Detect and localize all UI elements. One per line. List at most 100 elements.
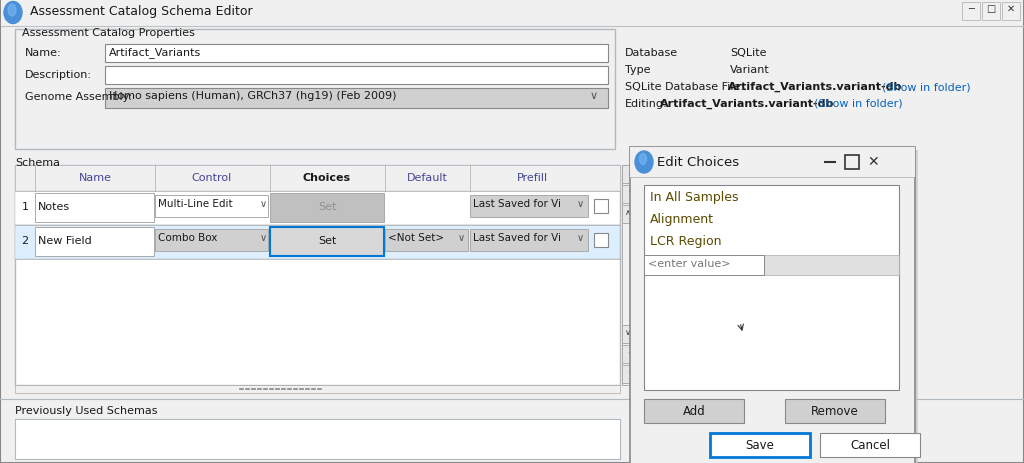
Bar bbox=[622, 325, 640, 343]
Text: Last Saved for Vi: Last Saved for Vi bbox=[473, 199, 561, 208]
Bar bbox=[594, 200, 608, 213]
Text: Artifact_Variants.variant-db: Artifact_Variants.variant-db bbox=[660, 99, 835, 109]
Text: ∨: ∨ bbox=[590, 91, 598, 101]
Text: about th...: about th... bbox=[648, 236, 702, 245]
Text: Artifact_Variants.variant-db: Artifact_Variants.variant-db bbox=[728, 82, 902, 92]
Bar bbox=[962, 3, 980, 21]
Text: Set: Set bbox=[317, 201, 336, 212]
Text: <enter value>: <enter value> bbox=[648, 258, 730, 269]
Text: 1: 1 bbox=[22, 201, 29, 212]
Bar bbox=[470, 230, 588, 251]
Text: Editing:: Editing: bbox=[625, 99, 668, 109]
Bar bbox=[35, 194, 154, 223]
Bar bbox=[15, 419, 620, 459]
Text: <Not Set>: <Not Set> bbox=[388, 232, 444, 243]
Text: Default: Default bbox=[407, 173, 447, 182]
Bar bbox=[845, 156, 859, 169]
Text: Save: Save bbox=[745, 438, 774, 451]
Text: −: − bbox=[628, 367, 635, 376]
Text: Add: Add bbox=[683, 404, 706, 417]
Bar bbox=[15, 192, 620, 225]
Text: Alignment: Alignment bbox=[650, 213, 714, 225]
Text: Previously Used Schemas: Previously Used Schemas bbox=[15, 405, 158, 415]
Bar bbox=[1, 1, 1023, 27]
Text: □: □ bbox=[986, 4, 995, 14]
Bar bbox=[105, 45, 608, 63]
Text: Notes: Notes bbox=[38, 201, 70, 212]
Bar bbox=[633, 150, 918, 463]
Text: ∧∧: ∧∧ bbox=[625, 207, 637, 217]
Bar bbox=[644, 256, 899, 275]
Text: Control: Control bbox=[191, 173, 232, 182]
Bar bbox=[622, 186, 640, 204]
Bar bbox=[622, 365, 640, 383]
Text: Name:: Name: bbox=[25, 48, 61, 58]
Text: about th...: about th... bbox=[648, 201, 702, 212]
Text: ∨: ∨ bbox=[458, 232, 465, 243]
Text: ∨: ∨ bbox=[577, 232, 584, 243]
Bar bbox=[270, 227, 384, 257]
Bar bbox=[785, 399, 885, 423]
Bar bbox=[622, 166, 640, 385]
Text: ─: ─ bbox=[968, 4, 974, 14]
Ellipse shape bbox=[8, 5, 16, 17]
Text: SQLite: SQLite bbox=[730, 48, 767, 58]
Text: Choices: Choices bbox=[303, 173, 351, 182]
Bar bbox=[622, 206, 640, 224]
Text: Database: Database bbox=[625, 48, 678, 58]
Text: ∧: ∧ bbox=[628, 168, 634, 176]
Bar bbox=[105, 67, 608, 85]
Text: ∨: ∨ bbox=[260, 232, 267, 243]
Text: Description:: Description: bbox=[25, 70, 92, 80]
Bar bbox=[644, 399, 744, 423]
Bar bbox=[644, 186, 899, 390]
Bar bbox=[15, 225, 620, 259]
Text: Last Saved for Vi: Last Saved for Vi bbox=[473, 232, 561, 243]
Bar bbox=[982, 3, 1000, 21]
Bar bbox=[820, 433, 920, 457]
Bar bbox=[1002, 3, 1020, 21]
Text: ✕: ✕ bbox=[867, 155, 879, 169]
Text: Assessment Catalog Properties: Assessment Catalog Properties bbox=[22, 28, 195, 38]
Ellipse shape bbox=[635, 152, 653, 174]
Text: Multi-Line Edit: Multi-Line Edit bbox=[158, 199, 232, 208]
Text: In All Samples: In All Samples bbox=[650, 191, 738, 204]
Bar bbox=[155, 195, 268, 218]
Text: Homo sapiens (Human), GRCh37 (hg19) (Feb 2009): Homo sapiens (Human), GRCh37 (hg19) (Feb… bbox=[109, 91, 396, 101]
Text: (Show in folder): (Show in folder) bbox=[882, 82, 971, 92]
Text: SQLite Database File:: SQLite Database File: bbox=[625, 82, 744, 92]
Text: Type: Type bbox=[625, 65, 650, 75]
Bar bbox=[710, 433, 810, 457]
Bar bbox=[470, 195, 588, 218]
Text: Assessment Catalog Schema Editor: Assessment Catalog Schema Editor bbox=[30, 5, 253, 18]
Bar bbox=[15, 30, 615, 150]
Text: Genome Assembly:: Genome Assembly: bbox=[25, 92, 132, 102]
Text: Prefill: Prefill bbox=[516, 173, 548, 182]
Text: Schema: Schema bbox=[15, 158, 60, 168]
Text: Set: Set bbox=[317, 236, 336, 245]
Text: Artifact_Variants: Artifact_Variants bbox=[109, 47, 202, 58]
Text: ∨: ∨ bbox=[260, 199, 267, 208]
Text: ∨: ∨ bbox=[577, 199, 584, 208]
Bar bbox=[15, 166, 620, 385]
Text: ntation: ntation bbox=[648, 173, 688, 182]
Text: (Show in folder): (Show in folder) bbox=[814, 99, 902, 109]
Bar bbox=[270, 194, 384, 223]
Text: Variant: Variant bbox=[730, 65, 770, 75]
Bar bbox=[644, 256, 764, 275]
Ellipse shape bbox=[4, 2, 22, 25]
Bar bbox=[15, 166, 620, 192]
Bar bbox=[155, 230, 268, 251]
Text: ∨∨: ∨∨ bbox=[625, 327, 637, 336]
Bar bbox=[15, 385, 620, 393]
Text: Combo Box: Combo Box bbox=[158, 232, 217, 243]
Text: ✕: ✕ bbox=[1007, 4, 1015, 14]
Bar bbox=[630, 148, 915, 463]
Bar bbox=[622, 166, 640, 184]
Bar bbox=[630, 148, 915, 178]
Text: 2: 2 bbox=[22, 236, 29, 245]
Bar bbox=[622, 345, 640, 363]
Bar bbox=[594, 233, 608, 247]
Text: Name: Name bbox=[79, 173, 112, 182]
Text: LCR Region: LCR Region bbox=[650, 234, 722, 247]
